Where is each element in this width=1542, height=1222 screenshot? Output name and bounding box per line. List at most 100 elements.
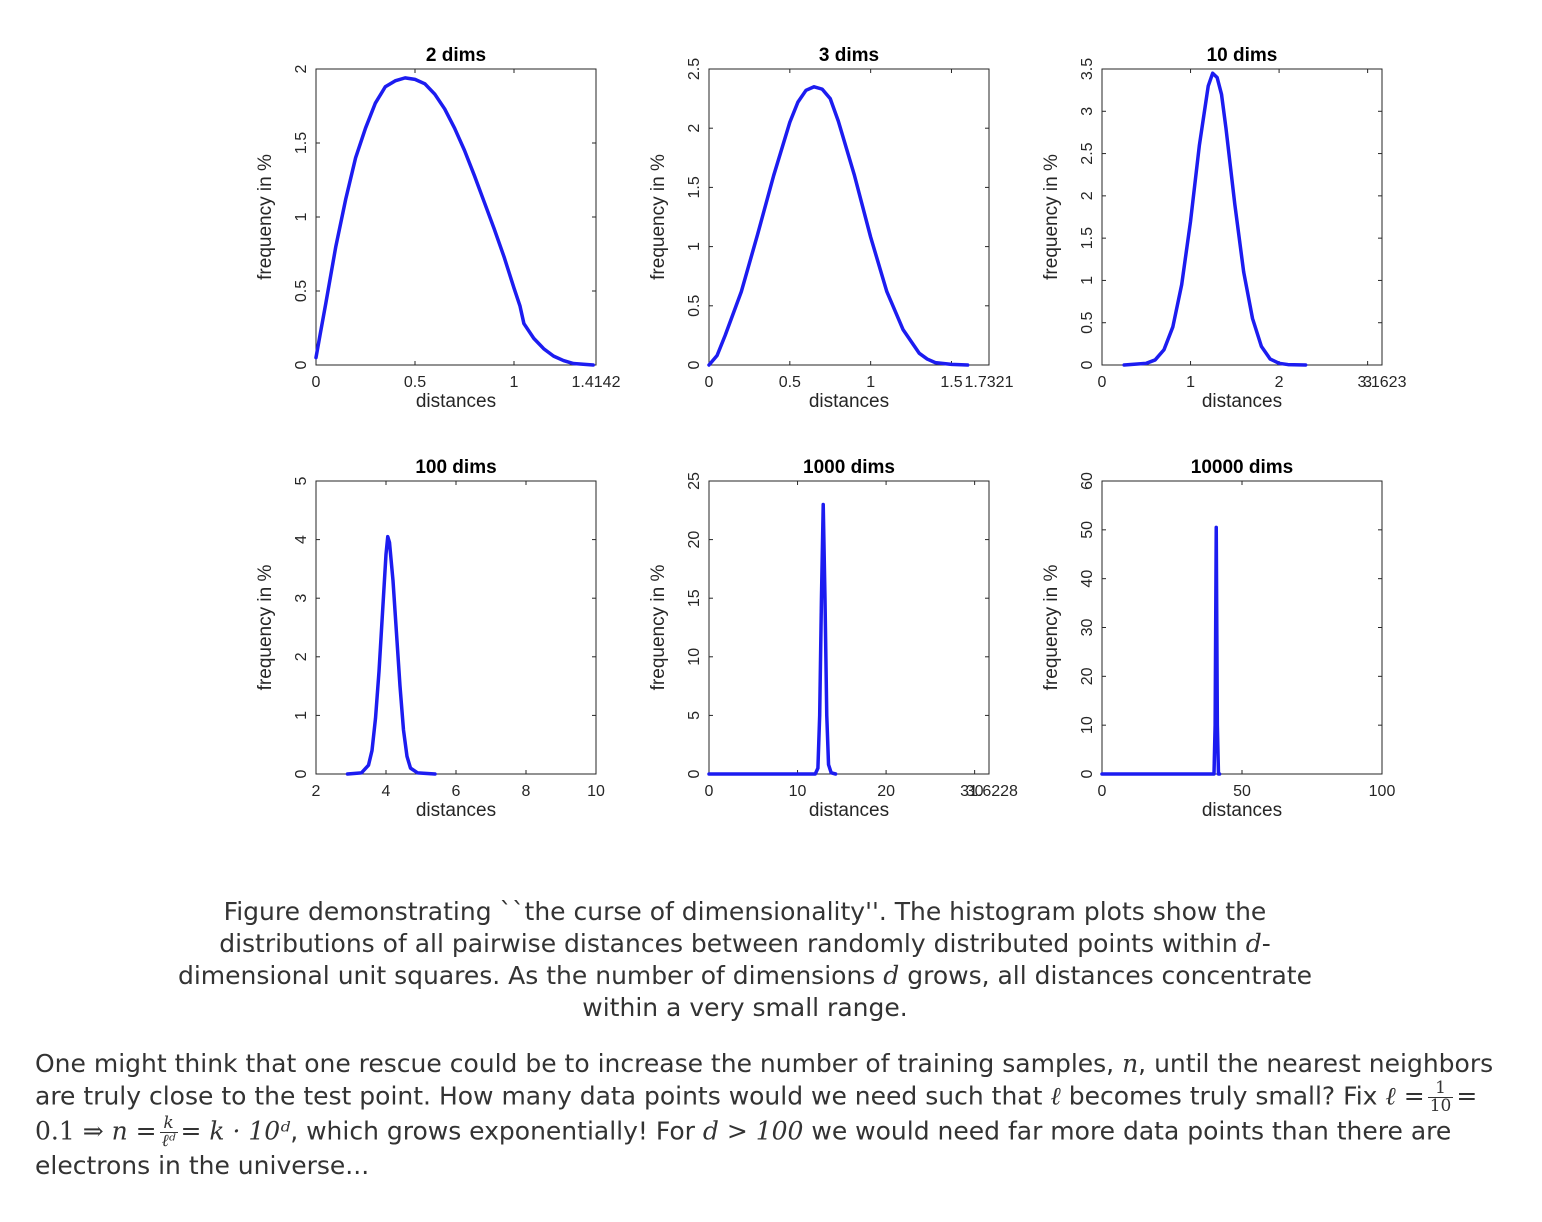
caption-text-3: grows, all distances concentrate within … [582,961,1312,1022]
plot-frame [1101,68,1383,366]
y-tick-label: 0 [293,769,310,778]
y-tick-label: 20 [1079,667,1096,685]
y-tick-label: 20 [686,531,703,549]
y-tick-label: 2 [1079,191,1096,200]
chart-panel: 0 50 100 0 10 20 30 40 50 60 10000 dims distances fr… [1041,457,1395,821]
x-tick-label: 10 [587,783,605,800]
chart-title: 100 dims [415,457,496,478]
chart-title: 1000 dims [803,457,895,478]
y-axis-label: frequency in % [1041,565,1062,691]
paragraph-text-5: we would need far more data points than … [35,1116,1452,1181]
y-tick-label: 4 [293,535,310,544]
x-tick-label: 10 [789,783,807,800]
fraction-k-over-ell-d: k ℓᵈ [159,1115,178,1150]
y-tick-label: 0.5 [293,280,310,302]
y-tick-label: 40 [1079,570,1096,588]
y-axis-label: frequency in % [255,154,276,280]
plot-frame [315,68,597,366]
x-tick-label: 0 [705,783,714,800]
x-tick-label: 0.5 [404,374,426,391]
x-axis-label: distances [1202,800,1282,821]
y-tick-label: 2 [293,652,310,661]
y-tick-label: 3 [1079,107,1096,116]
y-tick-label: 2 [686,124,703,133]
y-tick-label: 25 [686,472,703,490]
x-tick-label: 6 [452,783,461,800]
ell-symbol: ℓ [1050,1081,1061,1111]
x-tick-label: 0.5 [779,374,801,391]
body-paragraph: One might think that one rescue could be… [35,1048,1505,1182]
x-tick-label: 100 [1369,783,1396,800]
x-tick-label: 8 [522,783,531,800]
x-tick-label: 0 [1098,374,1107,391]
x-tick-label: 1 [1186,374,1195,391]
chart-title: 10 dims [1207,45,1278,66]
y-tick-label: 5 [686,711,703,720]
y-tick-label: 50 [1079,521,1096,539]
caption-text-2: -dimensional unit squares. As the number… [177,929,1271,990]
n-equals: n = [111,1116,157,1146]
y-tick-label: 2.5 [686,58,703,80]
n-symbol: n [1122,1049,1139,1078]
plot-frame [708,480,990,775]
chart-panel: 0 0.5 1 1.4142 0 0.5 1 1.5 2 2 dims distances frequ… [255,45,621,412]
plot-frame [1101,480,1383,775]
y-tick-label: 1.5 [293,132,310,154]
caption-d-symbol: d [1245,929,1262,958]
chart-panel: 2 4 6 8 10 0 1 2 3 4 5 100 dims distances frequency i… [255,457,605,821]
y-tick-label: 10 [686,648,703,666]
paragraph-text-3: becomes truly small? Fix [1060,1081,1386,1111]
x-tick-label: 2 [312,783,321,800]
series-line [314,76,595,367]
y-tick-label: 1.5 [1079,227,1096,249]
y-tick-label: 2 [293,64,310,73]
y-tick-label: 1 [1079,276,1096,285]
y-tick-label: 10 [1079,716,1096,734]
y-tick-label: 0.5 [1079,311,1096,333]
paragraph-text-1: One might think that one rescue could be… [35,1049,1123,1078]
x-tick-label: 0 [1098,783,1107,800]
y-tick-label: 0 [686,360,703,369]
caption-text-1: Figure demonstrating ``the curse of dime… [219,897,1267,958]
series-line [707,502,838,776]
caption-d-symbol: d [883,961,900,990]
chart-title: 2 dims [426,45,486,66]
x-tick-label: 1 [510,374,519,391]
y-axis-label: frequency in % [648,565,669,691]
fraction-denominator: 10 [1429,1096,1452,1116]
x-tick-label: 2 [1275,374,1284,391]
y-tick-label: 0 [1079,360,1096,369]
x-tick-label: 3.1623 [1358,374,1407,391]
y-tick-label: 15 [686,589,703,607]
y-tick-label: 5 [293,476,310,485]
fraction-numerator: k [159,1115,178,1133]
y-axis-label: frequency in % [1041,154,1062,280]
y-tick-label: 1 [686,242,703,251]
x-tick-label: 0 [705,374,714,391]
series-line [1100,525,1222,776]
y-tick-label: 30 [1079,619,1096,637]
x-axis-label: distances [809,800,889,821]
fraction-one-tenth: 1 10 [1427,1080,1454,1116]
chart-title: 10000 dims [1191,457,1293,478]
series-line [1122,71,1308,367]
x-axis-label: distances [809,391,889,412]
x-tick-label: 4 [382,783,391,800]
x-tick-label: 0 [312,374,321,391]
y-tick-label: 60 [1079,472,1096,490]
y-tick-label: 0.5 [686,295,703,317]
equals-k-ten-to-d: = k · 10ᵈ [180,1116,291,1146]
y-tick-label: 1.5 [686,176,703,198]
x-axis-label: distances [416,391,496,412]
paragraph-text-2: , until the nearest neighbors are truly … [35,1049,1494,1111]
y-tick-label: 0 [293,360,310,369]
plot-frame [708,68,990,366]
figure-caption: Figure demonstrating ``the curse of dime… [150,896,1340,1024]
x-axis-label: distances [1202,391,1282,412]
ell-equals: ℓ = [1385,1081,1425,1111]
y-axis-label: frequency in % [648,154,669,280]
y-tick-label: 2.5 [1079,142,1096,164]
equals-point-one: = 0.1 ⇒ [35,1081,1478,1146]
